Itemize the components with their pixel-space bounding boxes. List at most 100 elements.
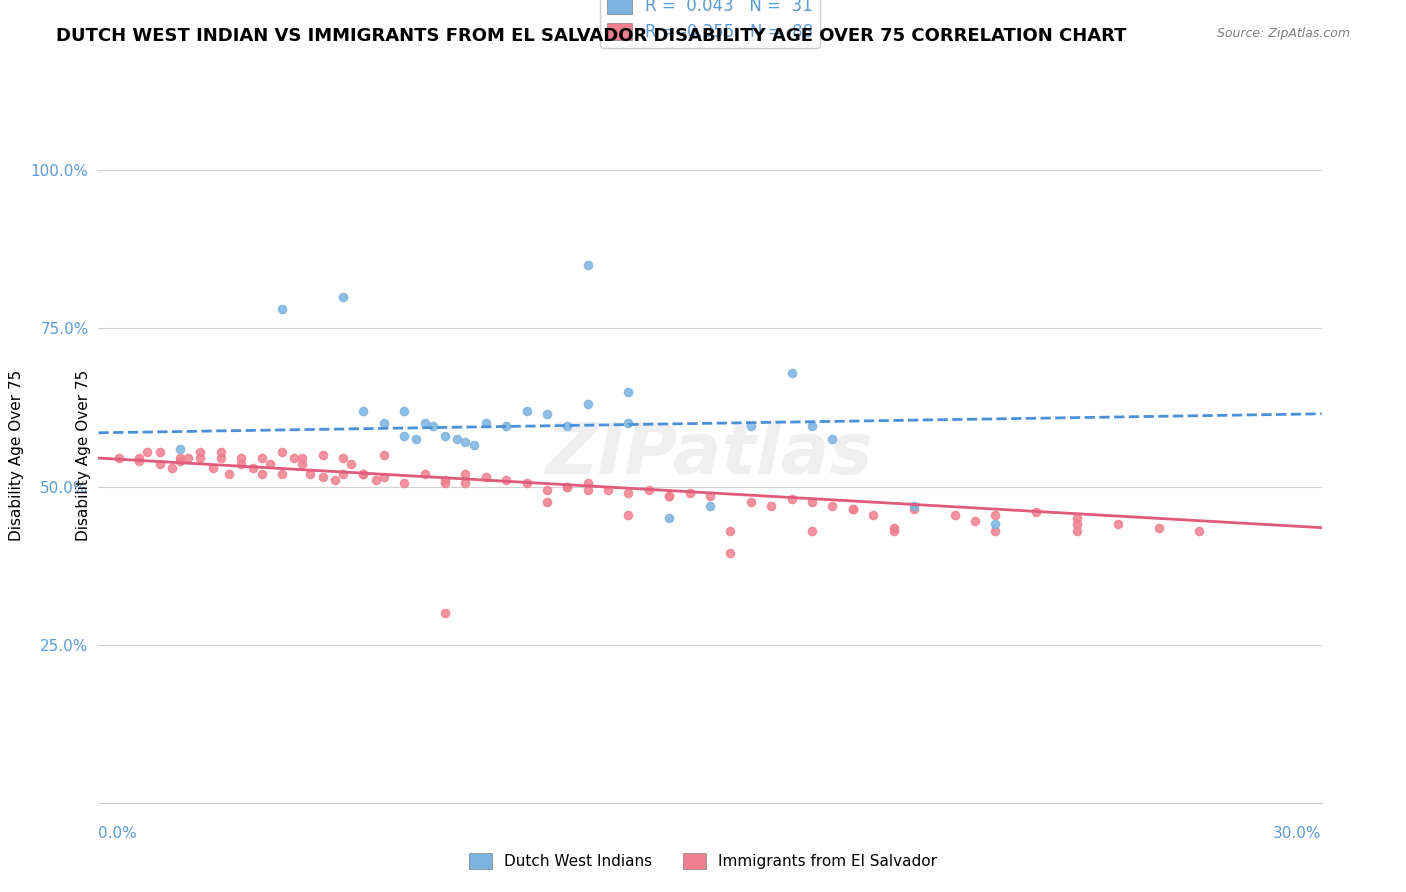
Point — [373, 448, 395, 462]
Point — [209, 444, 232, 458]
Point — [188, 451, 212, 466]
Point — [720, 546, 742, 560]
Point — [943, 508, 966, 522]
Point — [598, 483, 620, 497]
Text: Source: ZipAtlas.com: Source: ZipAtlas.com — [1216, 27, 1350, 40]
Point — [720, 524, 742, 538]
Point — [299, 467, 322, 481]
Point — [658, 489, 681, 503]
Point — [841, 501, 863, 516]
Point — [617, 508, 640, 522]
Point — [364, 473, 387, 487]
Point — [495, 419, 517, 434]
Point — [177, 451, 200, 466]
Point — [903, 501, 925, 516]
Point — [883, 524, 905, 538]
Point — [495, 473, 517, 487]
Point — [1066, 517, 1088, 532]
Point — [392, 403, 416, 417]
Point — [658, 511, 681, 525]
Point — [434, 476, 457, 491]
Point — [160, 460, 183, 475]
Point — [576, 476, 599, 491]
Text: 30.0%: 30.0% — [1274, 826, 1322, 840]
Point — [536, 483, 558, 497]
Point — [801, 524, 824, 538]
Point — [291, 451, 314, 466]
Point — [373, 470, 395, 484]
Legend: Dutch West Indians, Immigrants from El Salvador: Dutch West Indians, Immigrants from El S… — [463, 847, 943, 875]
Point — [617, 384, 640, 399]
Point — [352, 467, 374, 481]
Point — [169, 442, 191, 456]
Point — [658, 489, 681, 503]
Point — [352, 403, 374, 417]
Point — [1066, 524, 1088, 538]
Point — [536, 407, 558, 421]
Point — [352, 467, 374, 481]
Point — [413, 417, 436, 431]
Point — [557, 419, 579, 434]
Point — [250, 467, 273, 481]
Point — [250, 451, 273, 466]
Point — [903, 499, 925, 513]
Y-axis label: Disability Age Over 75: Disability Age Over 75 — [8, 369, 24, 541]
Point — [516, 403, 538, 417]
Point — [780, 492, 803, 507]
Point — [883, 521, 905, 535]
Point — [405, 432, 427, 446]
Point — [699, 489, 721, 503]
Point — [332, 467, 354, 481]
Point — [128, 451, 150, 466]
Point — [332, 451, 354, 466]
Point — [454, 435, 477, 450]
Point — [821, 432, 844, 446]
Y-axis label: Disability Age Over 75: Disability Age Over 75 — [76, 369, 91, 541]
Point — [270, 444, 294, 458]
Point — [392, 476, 416, 491]
Point — [1188, 524, 1211, 538]
Point — [188, 444, 212, 458]
Point — [801, 495, 824, 509]
Legend: R =  0.043   N =  31, R = -0.355   N =  88: R = 0.043 N = 31, R = -0.355 N = 88 — [600, 0, 820, 48]
Point — [1107, 517, 1129, 532]
Point — [169, 454, 191, 468]
Point — [984, 517, 1007, 532]
Text: DUTCH WEST INDIAN VS IMMIGRANTS FROM EL SALVADOR DISABILITY AGE OVER 75 CORRELAT: DUTCH WEST INDIAN VS IMMIGRANTS FROM EL … — [56, 27, 1126, 45]
Point — [454, 476, 477, 491]
Point — [201, 460, 224, 475]
Point — [679, 486, 702, 500]
Point — [984, 524, 1007, 538]
Point — [557, 479, 579, 493]
Point — [270, 467, 294, 481]
Point — [862, 508, 884, 522]
Point — [149, 458, 172, 472]
Point — [218, 467, 240, 481]
Point — [242, 460, 264, 475]
Point — [422, 419, 444, 434]
Point — [821, 499, 844, 513]
Point — [332, 290, 354, 304]
Point — [463, 438, 485, 452]
Point — [801, 419, 824, 434]
Point — [536, 495, 558, 509]
Point — [340, 458, 363, 472]
Point — [149, 444, 172, 458]
Point — [108, 451, 131, 466]
Point — [780, 366, 803, 380]
Point — [231, 451, 253, 466]
Point — [965, 514, 987, 528]
Point — [136, 444, 159, 458]
Point — [312, 448, 335, 462]
Point — [576, 258, 599, 272]
Point — [557, 479, 579, 493]
Point — [984, 508, 1007, 522]
Text: 0.0%: 0.0% — [98, 826, 138, 840]
Point — [1147, 521, 1170, 535]
Point — [128, 454, 150, 468]
Point — [1025, 505, 1047, 519]
Point — [617, 417, 640, 431]
Point — [1066, 511, 1088, 525]
Point — [638, 483, 661, 497]
Point — [446, 432, 468, 446]
